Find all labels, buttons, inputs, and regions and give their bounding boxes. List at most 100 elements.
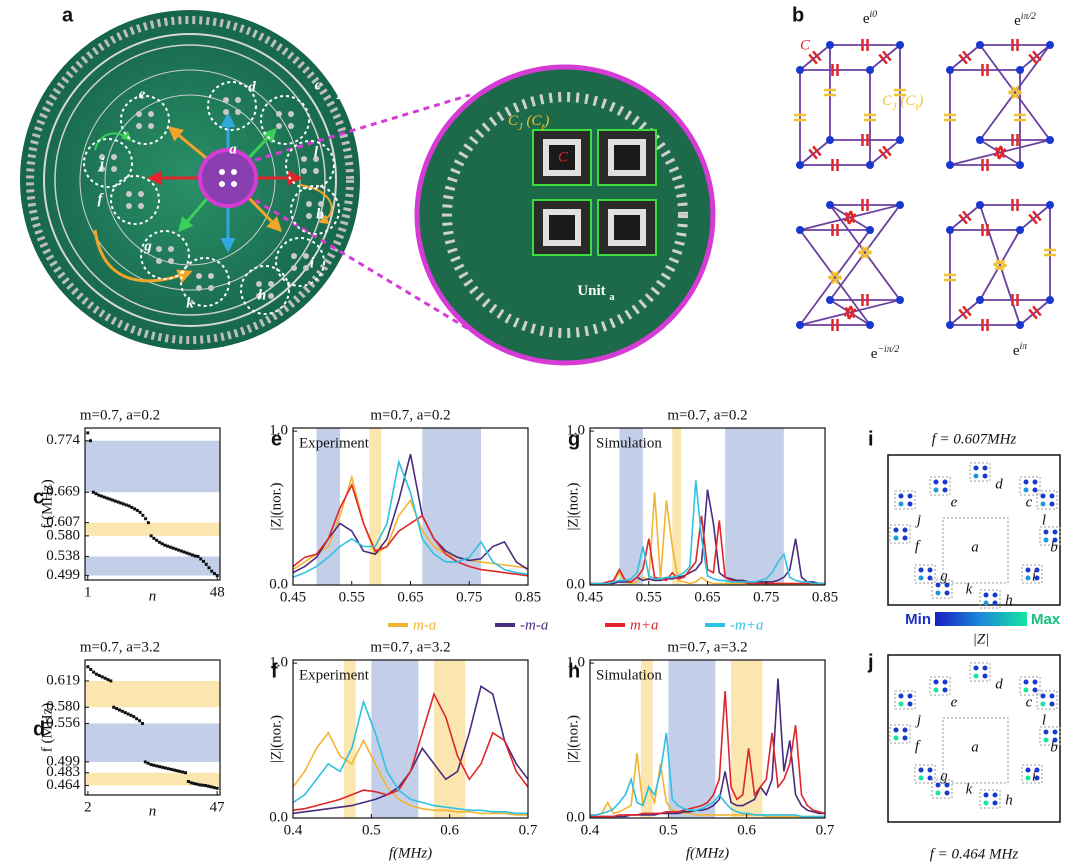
site-dot (919, 776, 924, 781)
site-dot (974, 666, 979, 671)
band (317, 428, 341, 585)
point (122, 503, 125, 506)
lattice-node (866, 161, 874, 169)
point (196, 783, 199, 786)
site-dot (908, 494, 913, 499)
site-dot (1050, 502, 1055, 507)
annotation: Experiment (299, 435, 370, 451)
y-tick-label: 0.538 (46, 548, 80, 564)
x-tick-label: 0.6 (737, 822, 756, 838)
panel-label: j (867, 651, 874, 673)
point (95, 673, 98, 676)
lattice-node (796, 226, 804, 234)
point (178, 770, 181, 773)
point (101, 675, 104, 678)
colorbar-label: |Z| (973, 631, 990, 647)
panel-label: i (868, 428, 874, 450)
x-tick-label: 0.4 (284, 822, 303, 838)
lattice-node (796, 321, 804, 329)
site-dot (231, 181, 237, 187)
point (129, 714, 132, 717)
y-tick-label: 1.0 (566, 423, 585, 439)
site-dot (1033, 680, 1038, 685)
point (111, 499, 114, 502)
site-dot (974, 674, 979, 679)
point (167, 767, 170, 770)
chart-title: m=0.7, a=0.2 (370, 407, 450, 423)
site-dot (943, 688, 948, 693)
site-dot (301, 168, 307, 174)
point (150, 763, 153, 766)
point (164, 767, 167, 770)
x-tick-label: 47 (210, 799, 226, 815)
x-axis-label: n (149, 588, 157, 604)
site-dot (268, 281, 274, 287)
point (173, 769, 176, 772)
point (114, 500, 117, 503)
lattice-edge (980, 230, 1020, 300)
site-dot (1044, 538, 1049, 543)
site-dot (1026, 568, 1031, 573)
lattice-node (826, 201, 834, 209)
lattice-node (976, 296, 984, 304)
site-dot (306, 213, 312, 219)
lattice-node (946, 321, 954, 329)
point (204, 784, 207, 787)
site-dot (291, 253, 297, 259)
site-label: k (966, 581, 973, 597)
cell-inner (546, 212, 578, 243)
site-dot (943, 480, 948, 485)
point (169, 546, 172, 549)
phase-label: eiπ/2 (1014, 11, 1036, 30)
x-axis-label: f(MHz) (686, 845, 729, 861)
point (106, 497, 109, 500)
site-dot (1050, 494, 1055, 499)
site-dot (138, 191, 144, 197)
x-tick-label: 0.45 (577, 589, 603, 605)
site-dot (984, 801, 989, 806)
point (92, 491, 95, 494)
lattice-edge (1020, 205, 1050, 230)
lattice-node (1046, 41, 1054, 49)
chart-title: m=0.7, a=3.2 (80, 639, 160, 655)
point (125, 503, 128, 506)
site-dot (208, 273, 214, 279)
site-dot (156, 258, 162, 264)
site-dot (231, 169, 237, 175)
band (85, 681, 220, 707)
band (369, 428, 381, 585)
point (196, 555, 199, 558)
site-dot (156, 246, 162, 252)
point (97, 494, 100, 497)
y-axis-label: f (MHz) (39, 479, 55, 529)
site-dot (1033, 488, 1038, 493)
site-dot (943, 680, 948, 685)
band (85, 441, 220, 492)
point (130, 506, 133, 509)
site-dot (208, 285, 214, 291)
site-dot (936, 791, 941, 796)
x-tick-label: 0.5 (362, 822, 381, 838)
point (152, 537, 155, 540)
x-tick-label: 0.7 (816, 822, 835, 838)
site-dot (1026, 768, 1031, 773)
y-axis-label: |Z|(nor.) (268, 715, 284, 763)
point (86, 665, 89, 668)
lattice-node (826, 136, 834, 144)
site-dot (983, 466, 988, 471)
site-label: a (971, 539, 979, 555)
lg-label-part: g (344, 96, 350, 107)
point (158, 541, 161, 544)
colorbar (935, 612, 1027, 626)
cj-label-part: (C (523, 113, 543, 129)
site-label: d (995, 676, 1003, 692)
lg-label-part: L (335, 87, 345, 103)
lattice-node (1016, 321, 1024, 329)
point (106, 678, 109, 681)
lattice-node (946, 66, 954, 74)
site-dot (928, 576, 933, 581)
site-label: h (1005, 592, 1013, 608)
site-dot (984, 593, 989, 598)
site-dot (936, 783, 941, 788)
site-dot (936, 583, 941, 588)
